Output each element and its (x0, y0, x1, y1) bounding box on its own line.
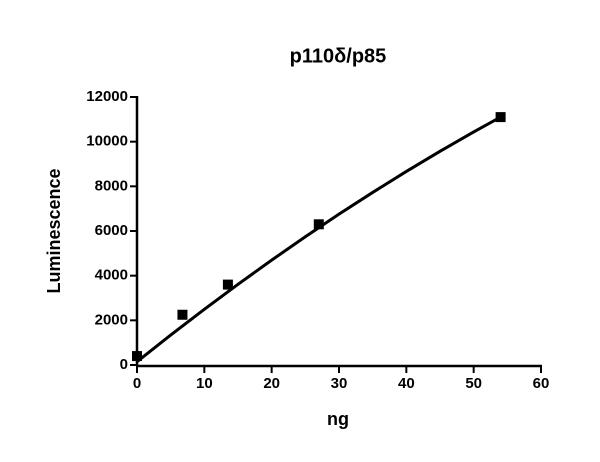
y-tick-label: 12000 (86, 88, 128, 105)
y-tick-label: 0 (120, 356, 128, 373)
x-tick-label: 20 (263, 375, 280, 392)
marker (177, 309, 188, 320)
chart-title: p110δ/p85 (290, 45, 387, 67)
marker (132, 351, 142, 362)
y-tick-label: 10000 (86, 133, 128, 150)
y-tick-label: 4000 (95, 267, 128, 284)
y-tick-label: 6000 (95, 222, 128, 239)
x-tick-label: 10 (196, 375, 213, 392)
fit-line (136, 115, 502, 363)
y-axis-label: Luminescence (44, 168, 64, 293)
y-tick-label: 2000 (95, 311, 128, 328)
y-tick-label: 8000 (95, 177, 128, 194)
marker (222, 279, 233, 290)
x-tick-label: 30 (331, 375, 348, 392)
marker (313, 219, 324, 230)
x-tick-label: 40 (398, 375, 415, 392)
x-tick-label: 60 (533, 375, 550, 392)
x-axis-label: ng (327, 409, 349, 429)
x-tick-label: 50 (465, 375, 482, 392)
x-tick-label: 0 (133, 375, 141, 392)
